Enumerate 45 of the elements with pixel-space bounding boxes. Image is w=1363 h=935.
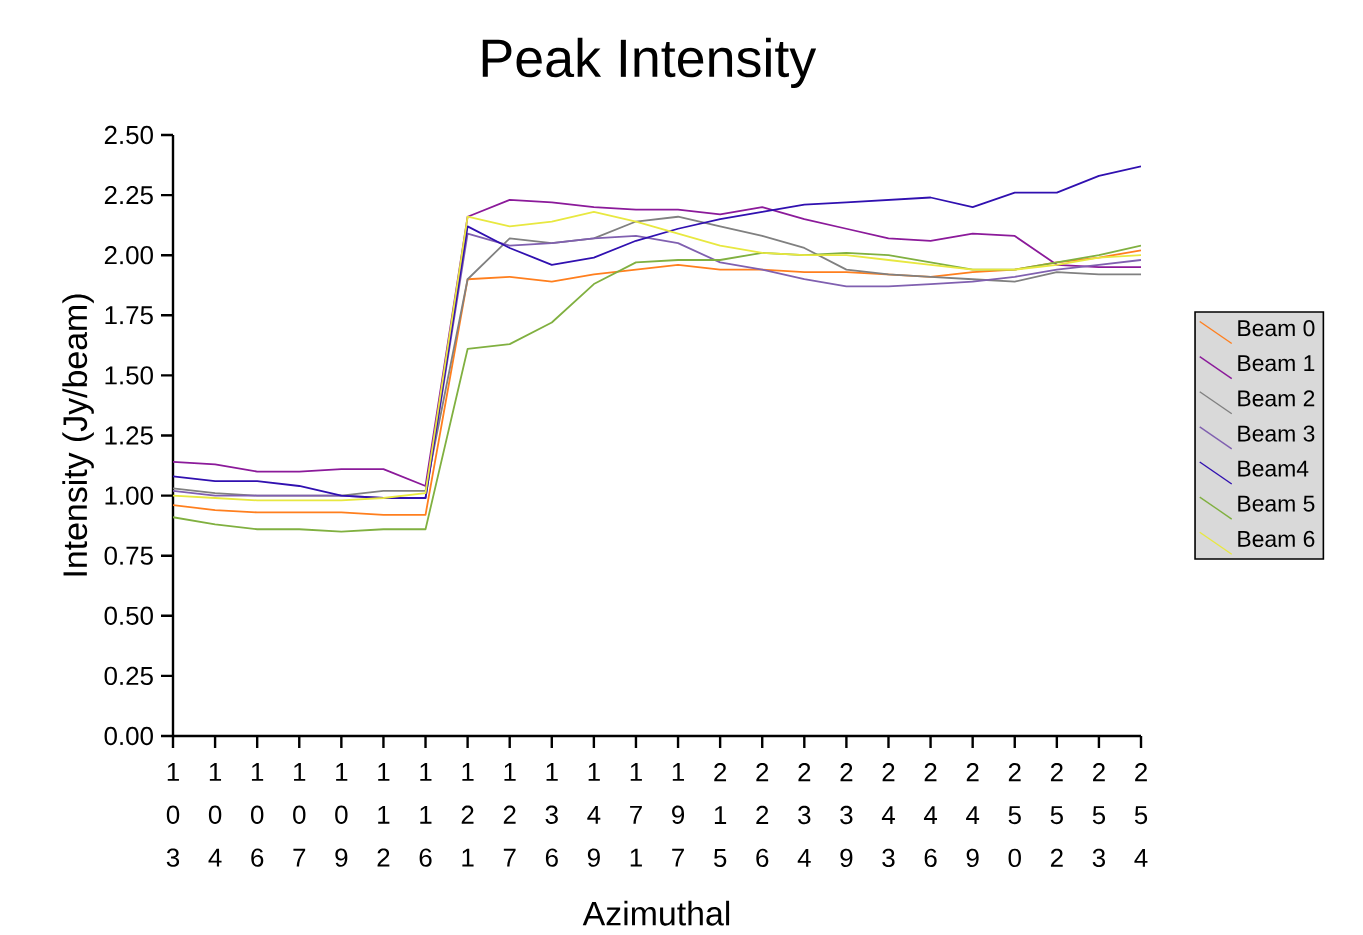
x-tick-label: 109 bbox=[335, 763, 348, 867]
legend-label: Beam 0 bbox=[1238, 320, 1315, 337]
x-axis-title: Azimuthal bbox=[582, 900, 730, 926]
y-axis-title: Intensity (Jy/beam) bbox=[62, 294, 94, 576]
legend-label: Beam 6 bbox=[1238, 530, 1315, 547]
x-tick-label: 239 bbox=[840, 763, 853, 868]
x-tick-label: 246 bbox=[923, 763, 938, 868]
x-tick-label: 106 bbox=[250, 763, 264, 867]
x-tick-label: 121 bbox=[461, 763, 474, 867]
x-tick-label: 127 bbox=[503, 763, 516, 867]
x-tick-label: 103 bbox=[166, 763, 180, 867]
x-tick-label: 249 bbox=[966, 763, 980, 868]
y-tick-label: 1.00 bbox=[105, 486, 153, 505]
x-tick-label: 107 bbox=[293, 763, 306, 867]
x-tick-label: 136 bbox=[545, 763, 558, 867]
x-tick-label: 104 bbox=[208, 763, 222, 867]
legend-label: Beam 1 bbox=[1238, 355, 1315, 372]
y-tick-label: 1.25 bbox=[105, 426, 153, 445]
x-tick-label: 234 bbox=[797, 763, 811, 867]
y-tick-label: 2.00 bbox=[104, 246, 153, 265]
x-tick-label: 253 bbox=[1092, 763, 1106, 868]
legend-label: Beam 5 bbox=[1238, 495, 1315, 512]
legend-label: Beam 3 bbox=[1238, 425, 1315, 442]
y-tick-label: 0.25 bbox=[104, 666, 153, 686]
x-tick-label: 226 bbox=[756, 763, 769, 868]
legend-label: Beam4 bbox=[1238, 460, 1309, 477]
y-tick-label: 2.25 bbox=[104, 185, 153, 205]
y-tick-label: 0.50 bbox=[104, 606, 153, 625]
x-tick-label: 252 bbox=[1050, 763, 1063, 867]
y-tick-label: 0.75 bbox=[104, 546, 153, 565]
x-tick-label: 215 bbox=[713, 763, 727, 868]
y-tick-label: 1.50 bbox=[105, 366, 153, 385]
x-tick-label: 171 bbox=[630, 763, 642, 867]
x-tick-label: 197 bbox=[672, 763, 685, 867]
y-tick-label: 1.75 bbox=[105, 306, 153, 325]
chart-title: Peak Intensity bbox=[482, 37, 817, 88]
x-tick-label: 243 bbox=[881, 763, 895, 868]
x-tick-label: 149 bbox=[587, 763, 601, 867]
x-tick-label: 250 bbox=[1008, 763, 1021, 868]
x-tick-label: 112 bbox=[377, 763, 390, 867]
y-tick-label: 2.50 bbox=[104, 125, 153, 145]
legend-label: Beam 2 bbox=[1238, 390, 1315, 407]
y-tick-label: 0.00 bbox=[104, 726, 153, 746]
x-tick-label: 116 bbox=[419, 763, 432, 867]
x-tick-label: 254 bbox=[1134, 763, 1148, 867]
